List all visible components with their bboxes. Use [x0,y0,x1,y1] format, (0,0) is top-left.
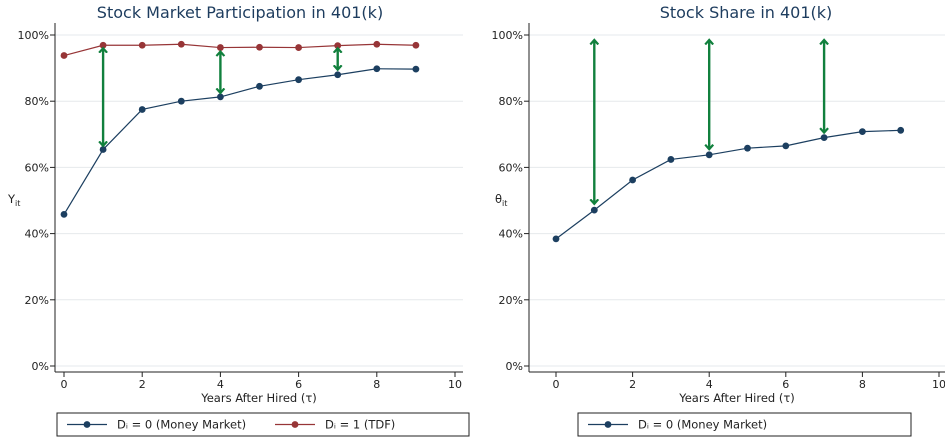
y-tick-label: 100% [492,29,523,42]
legend-marker [83,421,91,428]
y-tick-label: 40% [25,228,49,241]
y-tick-label: 20% [499,294,523,307]
y-axis-label-subscript: it [15,199,20,208]
data-point [744,144,751,152]
y-tick-label: 60% [25,161,49,174]
data-point [705,151,713,159]
y-axis-label: Yit [7,192,20,208]
data-point [412,41,420,49]
x-axis-label: Years After Hired (τ) [678,391,795,405]
y-tick-label: 80% [499,95,523,108]
chart-title: Stock Market Participation in 401(k) [97,3,383,22]
legend-marker [291,421,299,428]
x-tick-label: 10 [448,378,462,391]
data-point [590,206,598,214]
data-point [99,146,107,153]
data-point [138,106,146,113]
series-line [555,129,901,240]
data-point [334,71,342,79]
y-tick-label: 80% [25,95,49,108]
y-tick-label: 0% [32,360,49,373]
x-tick-label: 4 [217,378,224,391]
data-point [295,76,302,84]
x-tick-label: 10 [932,378,945,391]
x-tick-label: 2 [629,378,636,391]
x-tick-label: 6 [782,378,789,391]
y-axis-label-subscript: it [502,199,507,208]
x-tick-label: 0 [61,378,68,391]
data-point [217,44,224,51]
data-point [217,93,224,101]
x-tick-label: 2 [139,378,146,391]
legend-label: Dᵢ = 0 (Money Market) [117,418,246,432]
x-tick-label: 6 [295,378,302,391]
y-tick-label: 60% [499,161,523,174]
data-point [295,44,302,51]
y-tick-label: 100% [18,29,49,42]
data-point [373,40,381,48]
data-point [138,41,146,49]
legend-label: Dᵢ = 1 (TDF) [325,418,395,432]
data-point [412,65,420,73]
series-line [63,68,416,215]
data-point [334,42,342,49]
data-point [256,82,263,90]
data-point [99,41,107,49]
data-point [897,126,905,134]
x-tick-label: 0 [553,378,560,391]
y-tick-label: 20% [25,294,49,307]
data-point [177,40,185,48]
data-point [60,211,68,218]
data-point [60,52,68,59]
y-tick-label: 40% [499,228,523,241]
legend-label: Dᵢ = 0 (Money Market) [638,418,767,432]
stock-share-chart: Stock Share in 401(k) 0% 20% 40% 60% 80% 100% 0… [492,3,945,437]
data-point [552,235,560,243]
legend-box [577,412,912,437]
x-tick-label: 8 [859,378,866,391]
series-line [63,43,416,57]
data-point [373,65,381,73]
chart-title: Stock Share in 401(k) [660,3,833,22]
y-tick-label: 0% [506,360,523,373]
data-point [667,156,675,163]
data-point [629,176,636,184]
x-tick-label: 8 [373,378,380,391]
data-point [820,134,828,142]
x-axis-label: Years After Hired (τ) [200,391,317,405]
participation-chart: Stock Market Participation in 401(k)0%20… [7,3,470,437]
data-point [177,97,185,105]
y-axis-label-main: θ [495,192,502,206]
x-tick-label: 4 [706,378,713,391]
legend-marker [604,421,612,428]
data-point [256,43,263,51]
y-axis-label: θit [495,192,507,208]
data-point [782,142,790,150]
y-axis-label-main: Y [7,192,16,206]
data-point [859,128,866,136]
legend-box [56,412,470,437]
